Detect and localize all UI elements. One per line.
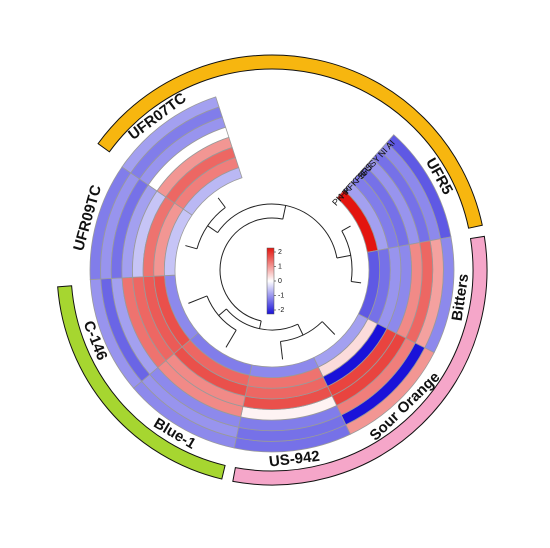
- color-scale-tick-label: 2: [278, 249, 282, 256]
- dendro-join: [341, 230, 353, 282]
- heatmap-cells: [89, 96, 455, 453]
- heatmap-cell-pk-7: [182, 167, 243, 216]
- color-scale-tick-label: -1: [278, 292, 284, 299]
- dendro-branch: [217, 197, 226, 208]
- dendro-branch: [282, 205, 287, 220]
- group-arc-2: [57, 285, 226, 480]
- dendro-branch: [297, 323, 304, 336]
- color-scale-legend: 2 1 0 -1 -2: [266, 247, 284, 315]
- color-scale-tick-label: -2: [278, 307, 284, 314]
- dendro-branch: [188, 295, 208, 304]
- color-scale-tick-label: 1: [278, 263, 282, 270]
- dendro-join: [225, 308, 299, 331]
- dendro-branch: [351, 280, 362, 284]
- dendro-branch: [225, 329, 237, 348]
- dendro-join: [219, 217, 283, 322]
- sample-label: Bitters: [449, 273, 473, 322]
- dendro-branch: [341, 225, 351, 232]
- group-arc-1: [232, 235, 488, 486]
- color-scale-tick-label: 0: [278, 278, 282, 285]
- dendro-branch: [185, 245, 198, 250]
- group-arcs: [57, 54, 488, 486]
- color-scale-bar: [266, 247, 275, 315]
- dendro-branch: [207, 225, 218, 234]
- dendro-branch: [279, 341, 284, 360]
- dendro-branch: [336, 254, 351, 259]
- dendro-branch: [321, 321, 336, 335]
- dendro-branch: [218, 308, 227, 316]
- dendro-branch: [259, 320, 262, 329]
- group-arc-0: [97, 54, 483, 229]
- sample-label: US-942: [268, 448, 321, 471]
- dendrogram: [185, 197, 362, 360]
